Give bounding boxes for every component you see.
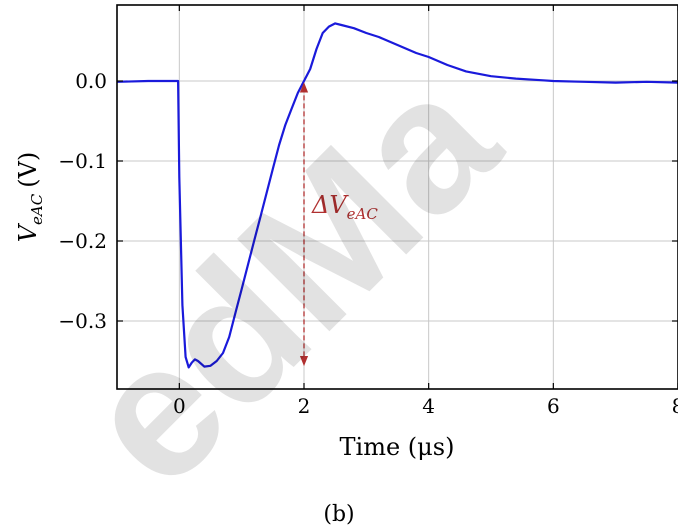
x-tick-label: 0: [173, 394, 186, 418]
annotation: ΔVeAC: [299, 82, 378, 367]
caption: (b): [323, 502, 354, 527]
y-axis-label-unit: (V): [14, 152, 42, 188]
grid: [117, 5, 678, 389]
svg-text:VeAC(V): VeAC (V): [14, 152, 46, 243]
x-axis-label: Time (μs): [340, 433, 455, 461]
delta-label: ΔVeAC: [311, 191, 378, 223]
y-axis-label-sub: eAC: [28, 193, 46, 225]
x-tick-label: 6: [547, 394, 560, 418]
y-axis-label-main: V: [14, 222, 42, 242]
y-tick-label: 0.0: [75, 69, 107, 93]
ticks: 0 2 4 6 8 0.0 −0.1 −0.2 −0.3: [58, 5, 678, 418]
y-tick-label: −0.2: [58, 229, 107, 253]
series-line: [117, 22, 678, 369]
y-tick-label: −0.3: [58, 309, 107, 333]
y-axis-label: VeAC (V): [14, 152, 46, 243]
x-tick-label: 2: [298, 394, 311, 418]
series-layer: [117, 22, 678, 369]
x-tick-label: 8: [672, 394, 678, 418]
plot-frame: [116, 4, 678, 390]
y-tick-label: −0.1: [58, 149, 107, 173]
x-tick-label: 4: [422, 394, 435, 418]
